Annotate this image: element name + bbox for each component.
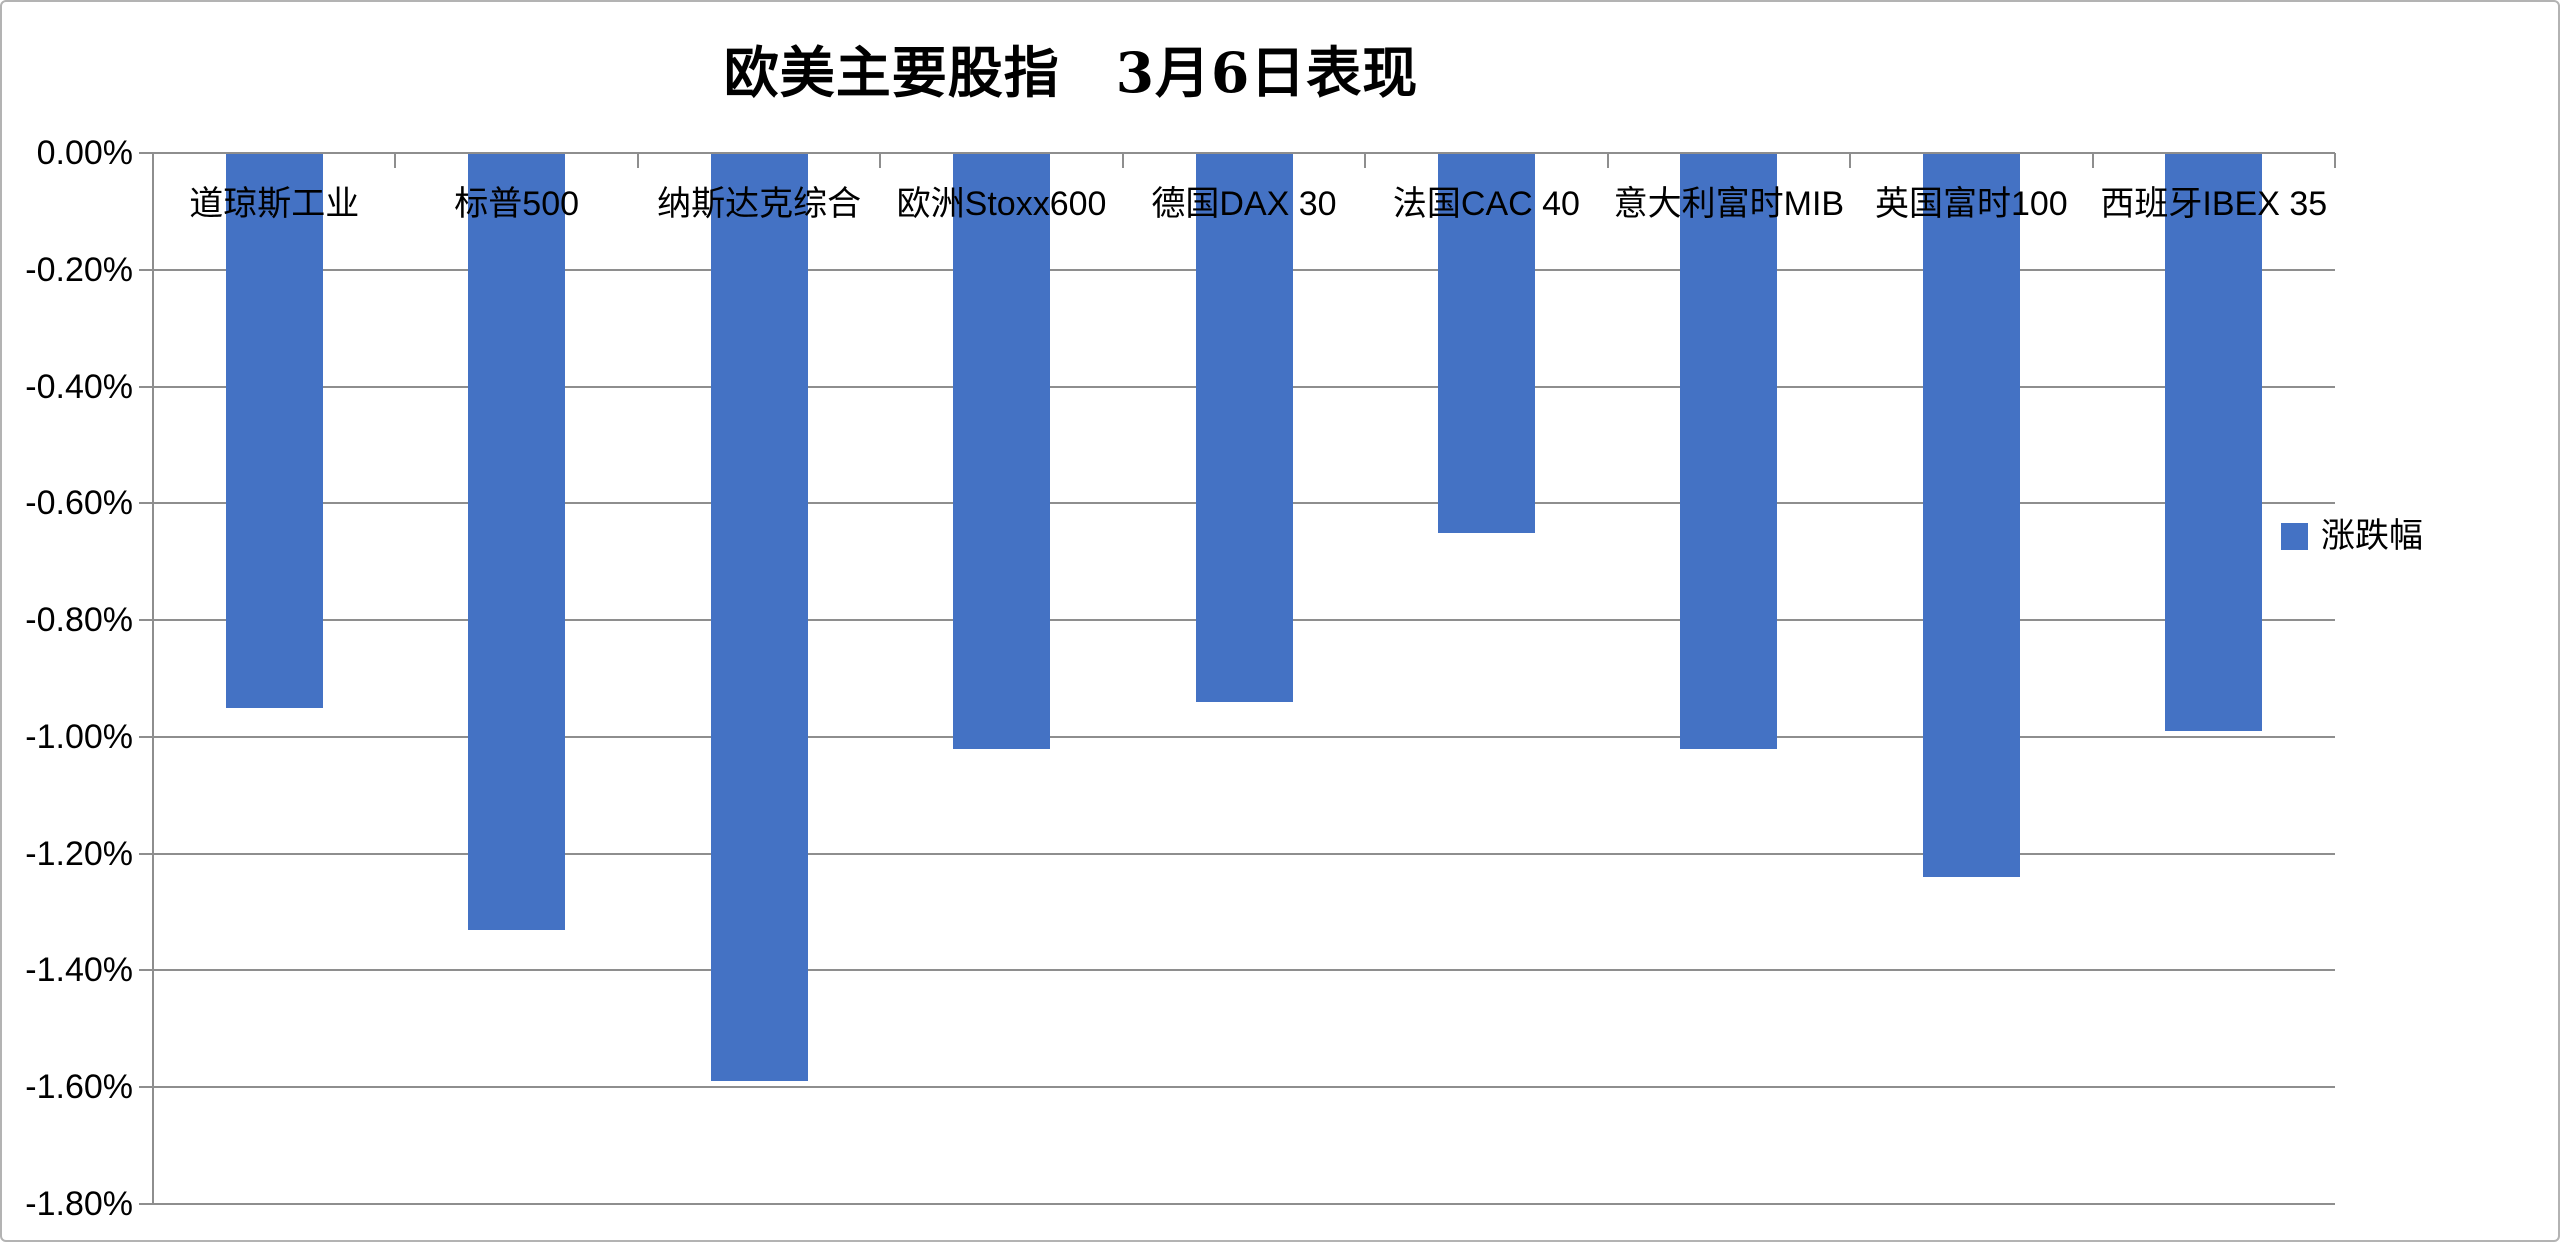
y-axis-tick — [139, 1203, 153, 1205]
y-axis-label: -0.40% — [25, 367, 133, 406]
y-axis-label: -1.00% — [25, 717, 133, 756]
category-label: 标普500 — [454, 185, 580, 223]
category-label: 意大利富时MIB — [1613, 185, 1845, 223]
bar-7 — [1680, 153, 1778, 749]
x-axis-tick — [1849, 153, 1852, 168]
y-axis-label: 0.00% — [36, 134, 133, 172]
bar-3 — [710, 153, 808, 1082]
category-label: 纳斯达克综合 — [657, 185, 862, 223]
y-axis-label: -1.80% — [25, 1185, 133, 1223]
y-axis-label: -0.80% — [25, 601, 133, 640]
chart-title: 欧美主要股指 3月6日表现 — [723, 40, 1419, 105]
legend-label: 涨跌幅 — [2321, 517, 2423, 555]
bar-9 — [2165, 153, 2263, 732]
category-label: 英国富时100 — [1874, 185, 2068, 223]
y-axis-tick — [139, 385, 153, 388]
bar-1 — [225, 153, 323, 708]
y-axis-label: -1.40% — [25, 951, 133, 990]
category-label: 德国DAX 30 — [1151, 185, 1337, 223]
x-axis-tick — [2334, 153, 2336, 168]
x-axis-tick — [2091, 153, 2094, 168]
y-axis-label: -1.60% — [25, 1068, 133, 1107]
category-label: 法国CAC 40 — [1392, 185, 1580, 223]
x-axis-tick — [1364, 153, 1367, 168]
y-axis-tick — [139, 619, 153, 622]
bar-6 — [1437, 153, 1535, 533]
y-axis-tick — [139, 502, 153, 505]
x-axis-line — [153, 152, 2335, 154]
bar-4 — [953, 153, 1051, 749]
gridline — [153, 852, 2335, 855]
gridline — [153, 969, 2335, 972]
x-axis-tick — [1121, 153, 1124, 168]
bar-5 — [1195, 153, 1293, 702]
y-axis-label: -0.60% — [25, 484, 133, 523]
bar-2 — [468, 153, 566, 930]
y-axis-line — [152, 153, 154, 1204]
y-axis-tick — [139, 852, 153, 855]
x-axis-tick — [394, 153, 397, 168]
y-axis-label: -0.20% — [25, 250, 133, 289]
category-label: 道琼斯工业 — [189, 185, 360, 223]
gridline — [153, 735, 2335, 738]
y-axis-label: -1.20% — [25, 834, 133, 873]
legend-swatch — [2281, 522, 2308, 550]
y-axis-tick — [139, 735, 153, 738]
y-axis-tick — [139, 1086, 153, 1089]
bar-8 — [1922, 153, 2020, 878]
category-label: 西班牙IBEX 35 — [2100, 185, 2328, 223]
x-axis-tick — [879, 153, 882, 168]
category-label: 欧洲Stoxx600 — [896, 185, 1107, 223]
gridline — [153, 1086, 2335, 1089]
y-axis-tick — [139, 268, 153, 271]
x-axis-tick — [1606, 153, 1609, 168]
x-axis-tick — [636, 153, 639, 168]
gridline — [153, 1203, 2335, 1205]
x-axis-tick — [152, 153, 154, 168]
legend: 涨跌幅 — [2281, 516, 2423, 556]
y-axis-tick — [139, 152, 153, 154]
y-axis-tick — [139, 969, 153, 972]
